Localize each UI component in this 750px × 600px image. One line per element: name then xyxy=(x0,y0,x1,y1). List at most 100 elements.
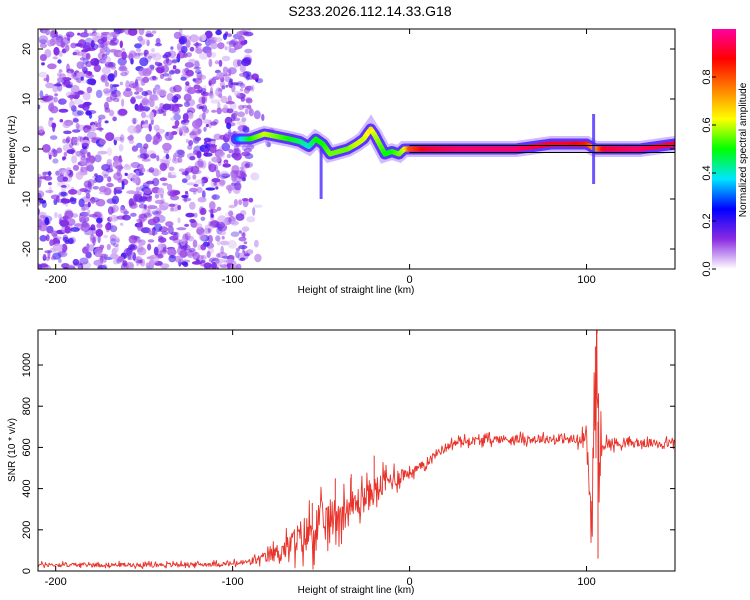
noise-blob xyxy=(93,178,98,184)
noise-blob xyxy=(173,113,182,121)
noise-blob xyxy=(162,202,170,207)
noise-blob xyxy=(103,88,111,94)
noise-blob xyxy=(89,197,100,203)
snr-x-tick-label: 100 xyxy=(577,576,595,588)
noise-blob xyxy=(62,236,69,242)
noise-blob xyxy=(108,109,115,117)
noise-blob xyxy=(61,243,68,253)
noise-blob xyxy=(107,62,116,68)
noise-blob xyxy=(127,255,132,261)
noise-blob xyxy=(182,113,189,122)
noise-blob xyxy=(246,216,256,223)
noise-blob xyxy=(50,135,58,141)
noise-blob xyxy=(153,246,159,256)
noise-blob xyxy=(173,153,177,162)
noise-blob xyxy=(181,171,189,176)
noise-blob xyxy=(86,243,90,249)
noise-blob xyxy=(66,149,75,155)
noise-blob xyxy=(194,78,203,84)
noise-blob xyxy=(84,29,88,34)
noise-blob xyxy=(130,98,136,104)
noise-blob xyxy=(50,102,54,110)
noise-blob xyxy=(38,177,42,186)
noise-blob xyxy=(88,244,95,252)
noise-blob xyxy=(167,248,177,256)
noise-blob xyxy=(118,144,124,152)
noise-blob xyxy=(178,36,188,45)
noise-blob xyxy=(41,200,47,208)
noise-blob xyxy=(138,203,147,209)
noise-blob xyxy=(78,198,85,208)
noise-blob xyxy=(127,29,138,36)
noise-blob xyxy=(75,122,80,130)
noise-blob xyxy=(192,119,202,129)
noise-blob xyxy=(106,159,112,163)
noise-blob xyxy=(39,90,44,99)
noise-blob xyxy=(211,194,220,200)
noise-blob xyxy=(244,48,253,54)
noise-blob xyxy=(95,228,104,237)
noise-blob xyxy=(125,87,132,92)
noise-blob xyxy=(38,104,41,110)
noise-blob xyxy=(110,92,118,101)
snr-y-tick-label: 400 xyxy=(21,479,33,497)
noise-blob xyxy=(96,217,103,224)
noise-blob xyxy=(86,151,91,159)
spectrogram-x-tick-label: -100 xyxy=(222,274,244,286)
noise-blob xyxy=(223,33,227,40)
noise-blob xyxy=(213,37,223,43)
noise-blob xyxy=(67,94,78,99)
noise-blob xyxy=(193,84,201,90)
noise-blob xyxy=(202,119,211,124)
noise-blob xyxy=(39,39,48,45)
noise-blob xyxy=(180,76,187,81)
noise-blob xyxy=(149,76,159,81)
noise-blob xyxy=(236,81,244,85)
noise-blob xyxy=(135,170,140,176)
noise-blob xyxy=(201,34,207,41)
noise-blob xyxy=(181,45,188,54)
noise-blob xyxy=(216,107,222,115)
noise-blob xyxy=(171,59,178,64)
spectrogram-x-tick-label: 100 xyxy=(577,274,595,286)
noise-blob xyxy=(221,142,231,152)
noise-blob xyxy=(239,168,246,178)
noise-blob xyxy=(162,182,169,186)
noise-blob xyxy=(203,137,212,142)
noise-blob xyxy=(157,89,167,96)
noise-blob xyxy=(138,67,148,77)
noise-blob xyxy=(189,187,198,193)
noise-blob xyxy=(177,153,185,158)
noise-blob xyxy=(79,211,90,217)
noise-blob xyxy=(105,47,111,56)
noise-blob xyxy=(146,208,151,217)
noise-blob xyxy=(162,142,172,151)
noise-blob xyxy=(60,191,67,197)
noise-blob xyxy=(112,97,118,103)
snr-y-tick-label: 0 xyxy=(21,568,33,574)
noise-blob xyxy=(241,177,246,182)
noise-blob xyxy=(248,197,254,203)
noise-blob xyxy=(120,222,124,226)
noise-blob xyxy=(38,71,48,78)
noise-blob xyxy=(103,174,108,179)
noise-blob xyxy=(73,141,80,146)
noise-blob xyxy=(162,103,172,111)
noise-blob xyxy=(88,227,96,231)
noise-blob xyxy=(63,130,72,135)
snr-x-tick-label: 0 xyxy=(407,576,413,588)
noise-blob xyxy=(201,180,205,187)
noise-blob xyxy=(105,132,115,142)
noise-blob xyxy=(109,225,118,233)
noise-blob xyxy=(191,127,201,136)
noise-blob xyxy=(194,179,205,184)
noise-blob xyxy=(119,206,125,214)
noise-blob xyxy=(230,38,238,46)
noise-blob xyxy=(41,29,51,35)
noise-blob xyxy=(68,238,74,245)
noise-blob xyxy=(220,95,228,103)
noise-blob xyxy=(125,80,130,89)
noise-blob xyxy=(61,186,66,193)
noise-blob xyxy=(210,140,216,145)
noise-blob xyxy=(72,164,80,171)
